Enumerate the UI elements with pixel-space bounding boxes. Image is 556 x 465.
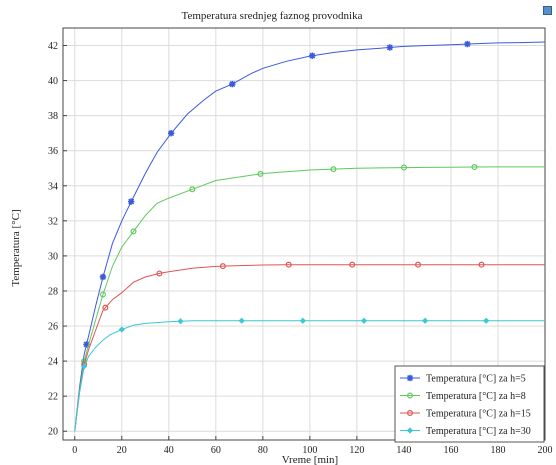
data-point	[257, 170, 264, 177]
marker-stroke	[464, 41, 471, 48]
marker-stroke	[309, 52, 316, 59]
data-point	[156, 270, 163, 277]
data-point	[177, 318, 184, 325]
y-tick-label: 26	[48, 322, 58, 333]
x-tick-label: 40	[164, 445, 174, 456]
data-point	[118, 326, 125, 333]
data-point	[219, 263, 226, 270]
data-point	[415, 261, 422, 268]
data-point	[349, 261, 356, 268]
data-point	[102, 304, 109, 311]
series-4	[74, 317, 545, 432]
data-point	[471, 164, 478, 171]
y-axis-label: Temperatura [°C]	[10, 209, 22, 286]
marker-stroke	[386, 44, 393, 51]
series-3	[74, 261, 545, 432]
data-point	[299, 317, 306, 324]
data-point	[189, 186, 196, 193]
series-line	[74, 166, 545, 432]
legend-marker	[406, 374, 414, 382]
series-line	[74, 320, 545, 432]
legend-box	[394, 365, 545, 443]
data-point	[421, 317, 429, 324]
legend-label: Temperatura [°C] za h=15	[426, 409, 531, 420]
data-point	[81, 363, 88, 370]
data-point	[386, 44, 394, 51]
y-tick-label: 30	[48, 251, 58, 262]
data-point	[330, 166, 337, 173]
marker-stroke	[100, 273, 106, 280]
y-tick-label: 22	[48, 392, 58, 403]
series-2	[74, 164, 545, 432]
x-tick-label: 160	[443, 445, 458, 456]
data-point	[167, 129, 175, 137]
series-1	[74, 40, 546, 432]
legend-label: Temperatura [°C] za h=30	[426, 426, 531, 437]
data-point	[285, 261, 292, 268]
plot-area-frame	[62, 27, 546, 441]
data-point	[464, 40, 471, 48]
y-tick-label: 34	[48, 181, 58, 192]
x-tick-label: 100	[302, 445, 317, 456]
axis-ticks: 0 20 40 60 80 100 120 140 160 180 200 20 22 24 26 28 30 3…	[48, 41, 553, 456]
x-tick-label: 80	[258, 445, 268, 456]
chart-title: Temperatura srednjeg faznog provodnika	[182, 10, 363, 22]
data-point	[400, 164, 407, 171]
x-tick-label: 20	[117, 445, 127, 456]
x-tick-label: 200	[538, 445, 553, 456]
series-line	[74, 264, 545, 432]
legend-marker	[406, 427, 414, 434]
legend-item: Temperatura [°C] za h=8	[400, 391, 526, 402]
data-point	[309, 52, 316, 59]
y-tick-label: 36	[48, 146, 58, 157]
series-line	[74, 41, 546, 432]
x-tick-label: 180	[490, 445, 505, 456]
marker-stroke	[128, 198, 135, 205]
legend-marker	[407, 410, 414, 417]
y-tick-label: 38	[48, 111, 58, 122]
data-point	[99, 291, 106, 298]
series-layer	[74, 40, 546, 432]
data-point	[229, 80, 236, 88]
data-point	[130, 228, 137, 235]
data-point	[99, 273, 107, 281]
marker-stroke	[229, 81, 236, 88]
marker-stroke	[407, 375, 413, 381]
x-tick-label: 60	[211, 445, 221, 456]
marker-stroke	[168, 130, 175, 137]
legend-label: Temperatura [°C] za h=5	[426, 374, 526, 385]
data-point	[127, 198, 135, 205]
legend-marker	[407, 392, 414, 399]
data-point	[238, 317, 245, 324]
y-tick-label: 28	[48, 286, 58, 297]
x-tick-label: 140	[396, 445, 411, 456]
y-tick-label: 32	[48, 216, 58, 227]
data-point	[478, 261, 485, 268]
y-tick-label: 42	[48, 41, 58, 52]
x-tick-label: 120	[349, 445, 364, 456]
chart-settings-icon[interactable]	[543, 6, 552, 15]
marker-stroke	[83, 341, 90, 348]
data-point	[360, 317, 368, 324]
legend-item: Temperatura [°C] za h=15	[400, 409, 531, 420]
legend: Temperatura [°C] za h=5 Temperatura [°C] …	[394, 365, 545, 443]
y-tick-label: 40	[48, 76, 58, 87]
legend-item: Temperatura [°C] za h=5	[400, 374, 526, 385]
legend-label: Temperatura [°C] za h=8	[426, 391, 526, 402]
data-point	[483, 317, 490, 324]
y-tick-label: 24	[48, 357, 58, 368]
x-axis-label: Vreme [min]	[282, 454, 338, 465]
legend-item: Temperatura [°C] za h=30	[400, 426, 531, 437]
x-tick-label: 0	[72, 445, 77, 456]
y-tick-label: 20	[48, 427, 58, 438]
